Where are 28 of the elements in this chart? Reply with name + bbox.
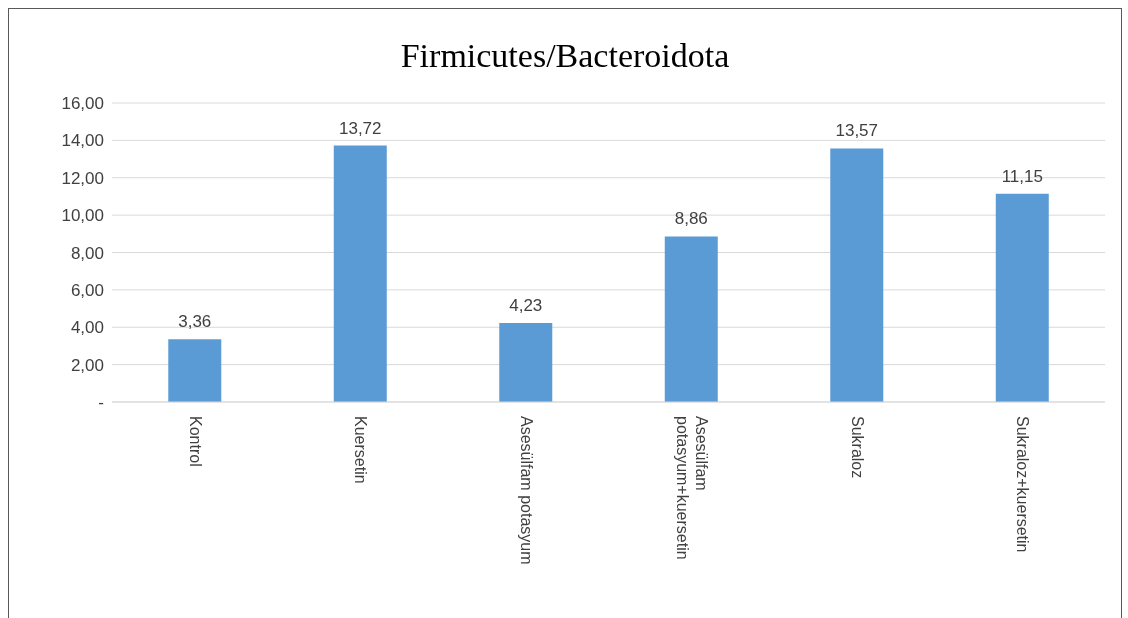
x-tick-label: Kontrol: [186, 416, 204, 467]
y-tick-label: 4,00: [70, 318, 104, 338]
bar: [830, 148, 884, 402]
chart-title: Firmicutes/Bacteroidota: [399, 37, 731, 76]
bar: [995, 193, 1049, 402]
data-label: 13,72: [339, 118, 382, 138]
bar: [499, 322, 553, 402]
y-tick-label: 8,00: [70, 243, 104, 263]
y-tick-label: 6,00: [70, 280, 104, 300]
x-tick-label: Sukraloz: [848, 416, 866, 479]
y-tick-label: -: [98, 393, 104, 413]
data-label: 3,36: [178, 312, 212, 332]
y-tick-label: 14,00: [61, 131, 104, 151]
y-tick-label: 10,00: [61, 206, 104, 226]
data-label: 11,15: [1001, 166, 1043, 186]
x-tick-label: Asesülfam potasyum+kuersetin: [673, 416, 710, 560]
x-tick-label: Asesülfam potasyum: [517, 416, 535, 565]
bar: [168, 339, 222, 402]
x-tick-label: Sukraloz+kuersetin: [1014, 416, 1032, 553]
data-label: 4,23: [509, 295, 543, 315]
y-tick-label: 16,00: [61, 94, 104, 114]
bar: [664, 236, 718, 402]
data-label: 13,57: [835, 121, 879, 141]
bar: [333, 145, 387, 402]
x-tick-label: Kuersetin: [352, 416, 370, 484]
data-label: 8,86: [674, 209, 708, 229]
y-tick-label: 12,00: [61, 168, 104, 188]
y-tick-label: 2,00: [70, 355, 104, 375]
